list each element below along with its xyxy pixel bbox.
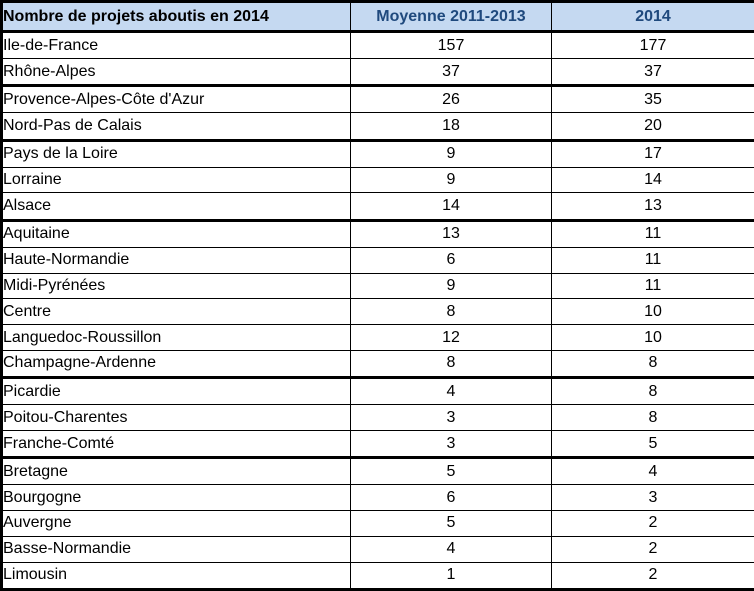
value-2014-cell: 14	[551, 166, 754, 194]
table-row: Lorraine 9 14	[1, 166, 754, 194]
avg-2011-2013-cell: 4	[350, 535, 552, 563]
avg-2011-2013-cell: 5	[350, 457, 552, 486]
value-2014-cell: 4	[551, 457, 754, 486]
table-row: Provence-Alpes-Côte d'Azur 26 35	[1, 85, 754, 114]
value-2014-cell: 2	[551, 561, 754, 591]
region-cell: Poitou-Charentes	[1, 404, 351, 431]
region-cell: Franche-Comté	[1, 429, 351, 460]
value-2014-cell: 10	[551, 298, 754, 326]
avg-2011-2013-cell: 5	[350, 510, 552, 537]
table-row: Picardie 4 8	[1, 377, 754, 406]
avg-2011-2013-cell: 9	[350, 272, 552, 300]
value-2014-cell: 11	[551, 219, 754, 248]
value-2014-cell: 3	[551, 484, 754, 512]
table-row: Bourgogne 6 3	[1, 484, 754, 512]
header-2014: 2014	[551, 1, 754, 33]
table-row: Bretagne 5 4	[1, 457, 754, 486]
region-cell: Bourgogne	[1, 484, 351, 512]
avg-2011-2013-cell: 9	[350, 139, 552, 168]
avg-2011-2013-cell: 37	[350, 58, 552, 88]
table-row: Rhône-Alpes 37 37	[1, 58, 754, 88]
region-cell: Rhône-Alpes	[1, 58, 351, 88]
value-2014-cell: 8	[551, 349, 754, 380]
avg-2011-2013-cell: 4	[350, 377, 552, 406]
region-cell: Lorraine	[1, 166, 351, 194]
value-2014-cell: 13	[551, 192, 754, 222]
region-cell: Champagne-Ardenne	[1, 349, 351, 380]
region-cell: Ile-de-France	[1, 30, 351, 60]
table-row: Pays de la Loire 9 17	[1, 139, 754, 168]
region-cell: Alsace	[1, 192, 351, 222]
value-2014-cell: 2	[551, 510, 754, 537]
value-2014-cell: 10	[551, 324, 754, 351]
table-row: Ile-de-France 157 177	[1, 30, 754, 60]
table-row: Aquitaine 13 11	[1, 219, 754, 248]
avg-2011-2013-cell: 12	[350, 324, 552, 351]
region-cell: Centre	[1, 298, 351, 326]
header-table-title: Nombre de projets aboutis en 2014	[1, 1, 351, 33]
value-2014-cell: 17	[551, 139, 754, 168]
region-cell: Languedoc-Roussillon	[1, 324, 351, 351]
avg-2011-2013-cell: 6	[350, 484, 552, 512]
avg-2011-2013-cell: 13	[350, 219, 552, 248]
table-row: Alsace 14 13	[1, 192, 754, 222]
table-row: Nord-Pas de Calais 18 20	[1, 112, 754, 142]
value-2014-cell: 20	[551, 112, 754, 142]
value-2014-cell: 11	[551, 246, 754, 274]
region-cell: Haute-Normandie	[1, 246, 351, 274]
value-2014-cell: 2	[551, 535, 754, 563]
table-row: Haute-Normandie 6 11	[1, 246, 754, 274]
region-cell: Auvergne	[1, 510, 351, 537]
value-2014-cell: 8	[551, 404, 754, 431]
avg-2011-2013-cell: 9	[350, 166, 552, 194]
table-row: Auvergne 5 2	[1, 510, 754, 537]
region-cell: Midi-Pyrénées	[1, 272, 351, 300]
region-cell: Provence-Alpes-Côte d'Azur	[1, 85, 351, 114]
table-body: Ile-de-France 157 177 Rhône-Alpes 37 37 Proven…	[1, 30, 754, 591]
avg-2011-2013-cell: 14	[350, 192, 552, 222]
avg-2011-2013-cell: 8	[350, 349, 552, 380]
region-cell: Aquitaine	[1, 219, 351, 248]
value-2014-cell: 8	[551, 377, 754, 406]
region-cell: Basse-Normandie	[1, 535, 351, 563]
avg-2011-2013-cell: 8	[350, 298, 552, 326]
table-row: Centre 8 10	[1, 298, 754, 326]
avg-2011-2013-cell: 18	[350, 112, 552, 142]
header-row: Nombre de projets aboutis en 2014 Moyenn…	[1, 1, 754, 33]
table-row: Franche-Comté 3 5	[1, 429, 754, 460]
region-cell: Nord-Pas de Calais	[1, 112, 351, 142]
avg-2011-2013-cell: 3	[350, 429, 552, 460]
header-moyenne-2011-2013: Moyenne 2011-2013	[350, 1, 552, 33]
table-row: Basse-Normandie 4 2	[1, 535, 754, 563]
value-2014-cell: 177	[551, 30, 754, 60]
table-row: Limousin 1 2	[1, 561, 754, 591]
value-2014-cell: 5	[551, 429, 754, 460]
value-2014-cell: 35	[551, 85, 754, 114]
table-row: Languedoc-Roussillon 12 10	[1, 324, 754, 351]
value-2014-cell: 37	[551, 58, 754, 88]
avg-2011-2013-cell: 157	[350, 30, 552, 60]
region-cell: Picardie	[1, 377, 351, 406]
avg-2011-2013-cell: 3	[350, 404, 552, 431]
avg-2011-2013-cell: 26	[350, 85, 552, 114]
value-2014-cell: 11	[551, 272, 754, 300]
avg-2011-2013-cell: 6	[350, 246, 552, 274]
region-cell: Pays de la Loire	[1, 139, 351, 168]
avg-2011-2013-cell: 1	[350, 561, 552, 591]
table-row: Poitou-Charentes 3 8	[1, 404, 754, 431]
table-row: Midi-Pyrénées 9 11	[1, 272, 754, 300]
region-cell: Bretagne	[1, 457, 351, 486]
region-cell: Limousin	[1, 561, 351, 591]
table-row: Champagne-Ardenne 8 8	[1, 349, 754, 380]
